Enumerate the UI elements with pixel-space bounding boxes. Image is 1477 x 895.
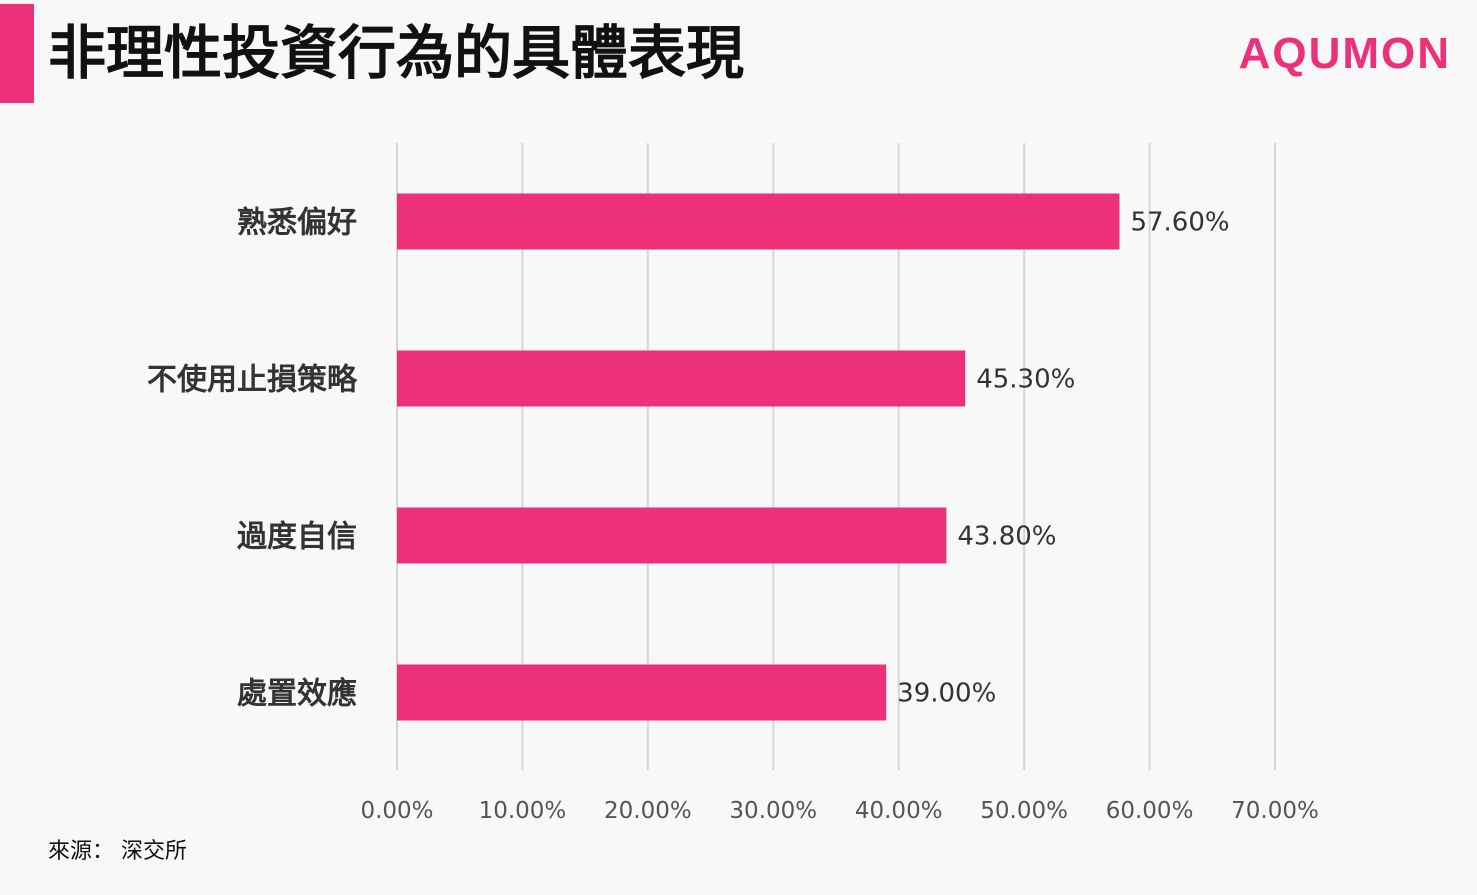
bar: [397, 664, 887, 721]
x-axis-ticks: 0.00% 10.00% 20.00% 30.00% 40.00% 50.00% 60.00…: [360, 798, 1318, 824]
data-label: 39.00%: [897, 679, 996, 709]
x-tick-label: 20.00%: [604, 798, 692, 824]
x-tick-label: 0.00%: [360, 798, 433, 824]
category-label: 熟悉偏好: [237, 206, 357, 241]
bars: [397, 193, 1120, 721]
title-accent-bar: [0, 4, 34, 103]
category-label: 過度自信: [237, 520, 357, 555]
x-tick-label: 70.00%: [1231, 798, 1319, 824]
x-tick-label: 10.00%: [479, 798, 567, 824]
category-label: 不使用止損策略: [147, 363, 358, 398]
x-tick-label: 30.00%: [729, 798, 817, 824]
x-tick-label: 40.00%: [855, 798, 943, 824]
bar: [397, 507, 947, 564]
x-tick-label: 50.00%: [980, 798, 1068, 824]
bar: [397, 193, 1120, 250]
x-tick-label: 60.00%: [1106, 798, 1194, 824]
source-note: 來源： 深交所: [48, 839, 187, 864]
data-label: 45.30%: [976, 365, 1075, 395]
bar: [397, 350, 966, 407]
data-label: 43.80%: [957, 522, 1056, 552]
data-labels: 57.60% 45.30% 43.80% 39.00%: [897, 208, 1229, 709]
page-title: 非理性投資行為的具體表現: [48, 19, 745, 87]
brand-logo: AQUMON: [1238, 29, 1451, 78]
data-label: 57.60%: [1130, 208, 1229, 238]
category-label: 處置效應: [237, 677, 357, 712]
